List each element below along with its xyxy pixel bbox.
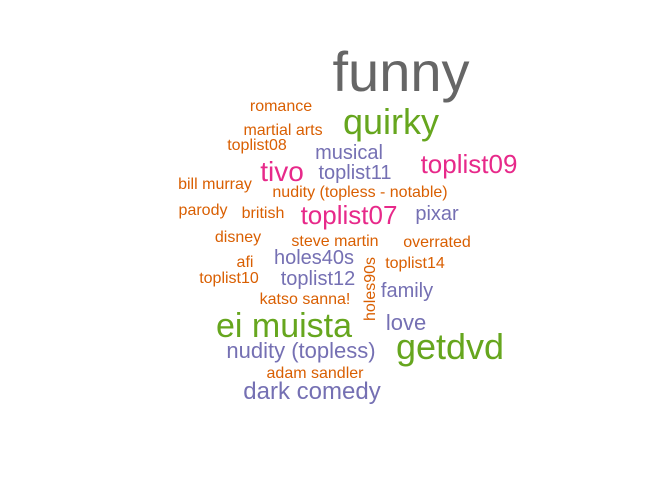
word-martial-arts: martial arts — [243, 122, 323, 139]
word-toplist14: toplist14 — [385, 255, 445, 272]
word-tivo: tivo — [260, 156, 304, 187]
word-toplist11: toplist11 — [318, 162, 392, 184]
word-love: love — [385, 310, 427, 335]
word-overrated: overrated — [403, 234, 471, 251]
word-dark-comedy: dark comedy — [243, 378, 381, 405]
word-toplist08: toplist08 — [227, 137, 287, 154]
word-getdvd: getdvd — [395, 326, 505, 367]
word-funny: funny — [332, 40, 470, 103]
word-nudity-topless-notable: nudity (topless - notable) — [272, 184, 448, 201]
word-holes90s: holes90s — [362, 256, 379, 322]
word-romance: romance — [249, 98, 313, 115]
word-quirky: quirky — [342, 101, 440, 142]
word-ei-muista: ei muista — [215, 307, 353, 345]
word-toplist07: toplist07 — [300, 200, 398, 230]
word-family: family — [380, 280, 434, 302]
word-parody: parody — [178, 202, 228, 219]
word-toplist09: toplist09 — [420, 149, 518, 179]
word-nudity-topless: nudity (topless) — [226, 338, 376, 363]
word-toplist10: toplist10 — [199, 270, 259, 287]
word-pixar: pixar — [415, 203, 459, 225]
word-musical: musical — [315, 142, 383, 164]
word-steve-martin: steve martin — [291, 233, 379, 250]
word-holes40s: holes40s — [273, 247, 355, 269]
word-afi: afi — [236, 254, 254, 271]
word-adam-sandler: adam sandler — [266, 365, 364, 382]
word-bill-murray: bill murray — [178, 176, 252, 193]
word-disney: disney — [214, 229, 262, 246]
word-katso-sanna: katso sanna! — [259, 291, 351, 308]
word-toplist12: toplist12 — [280, 268, 356, 290]
word-british: british — [241, 205, 285, 222]
